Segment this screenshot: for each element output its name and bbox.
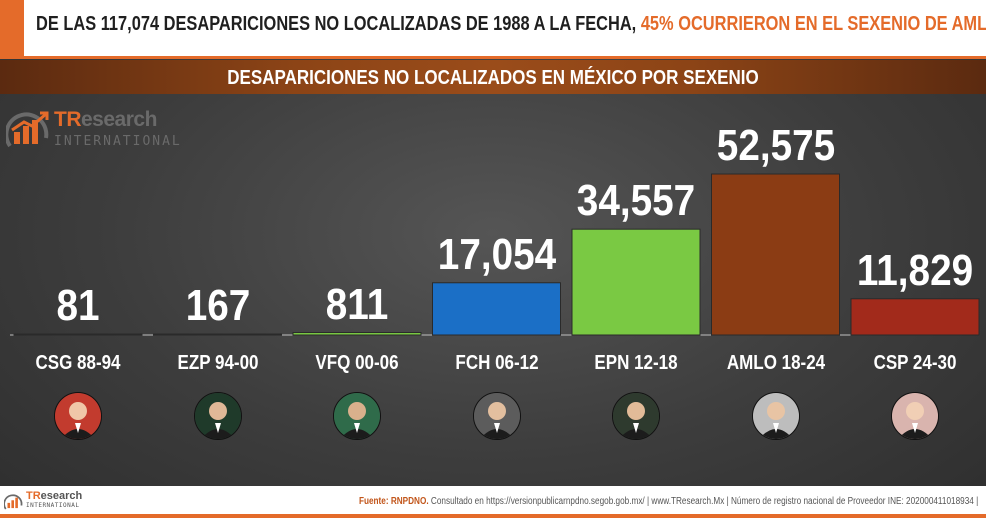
bar-csp	[850, 298, 980, 336]
portrait-amlo	[751, 392, 800, 440]
footer-divider	[0, 514, 986, 518]
portrait-fch	[472, 392, 521, 440]
footer-source: Fuente: RNPDNO. Consultado en https://ve…	[359, 496, 978, 507]
portrait-ezp	[193, 392, 242, 440]
x-tick-label: CSP 24-30	[873, 352, 957, 374]
portrait-icon	[473, 393, 520, 439]
bar-fch	[432, 282, 561, 336]
brand-name: TResearch	[54, 108, 157, 132]
brand-name-tr: TR	[54, 108, 82, 131]
x-tick-label: FCH 06-12	[454, 352, 539, 374]
portrait-icon	[613, 393, 659, 439]
headline: DE LAS 117,074 DESAPARICIONES NO LOCALIZ…	[36, 13, 986, 36]
chart-title: DESAPARICIONES NO LOCALIZADOS EN MÉXICO …	[227, 67, 759, 89]
portrait-icon	[334, 393, 380, 439]
bar-epn	[571, 228, 701, 336]
footer-brand-name-tr: TR	[26, 490, 41, 502]
portrait-csg	[54, 392, 102, 440]
data-label: 34,557	[576, 176, 696, 226]
bar-ezp	[153, 333, 282, 336]
headline-text: DE LAS 117,074 DESAPARICIONES NO LOCALIZ…	[36, 13, 637, 35]
footer-bar	[0, 486, 986, 518]
bars-group	[13, 173, 980, 336]
footer-logo: TResearch INTERNATIONAL	[4, 490, 94, 514]
brand-mark-icon	[6, 111, 49, 148]
data-label: 17,054	[437, 229, 556, 279]
portrait-icon	[752, 393, 799, 439]
data-label: 81	[56, 281, 100, 330]
x-tick-label: EZP 94-00	[177, 352, 258, 374]
chart-title-bar: DESAPARICIONES NO LOCALIZADOS EN MÉXICO …	[0, 60, 986, 94]
portrait-csp	[891, 392, 939, 440]
x-tick-label: CSG 88-94	[35, 352, 121, 374]
x-tick-label: AMLO 18-24	[726, 352, 825, 374]
x-tick-label: EPN 12-18	[594, 352, 678, 374]
bar-vfq	[292, 332, 422, 336]
data-label: 811	[325, 279, 389, 329]
data-label: 11,829	[856, 245, 974, 295]
x-tick-label: VFQ 00-06	[315, 352, 399, 374]
portrait-icon	[194, 393, 241, 439]
bar-csg	[13, 333, 143, 336]
footer-brand-mark-icon	[4, 494, 23, 510]
headline-divider	[0, 56, 986, 59]
footer-brand-name: TResearch	[26, 490, 82, 502]
bar-amlo	[711, 173, 840, 336]
data-label: 167	[185, 281, 250, 330]
brand-logo: TResearch INTERNATIONAL	[6, 108, 180, 156]
portrait-icon	[892, 393, 938, 439]
brand-subtitle: INTERNATIONAL	[54, 134, 182, 149]
footer-brand-name-rest: esearch	[40, 490, 83, 502]
portrait-epn	[612, 392, 660, 440]
headline-accent-block	[0, 0, 24, 56]
portrait-vfq	[333, 392, 381, 440]
headline-accent-text: 45% OCURRIERON EN EL SEXENIO DE AMLO.	[640, 13, 986, 35]
data-label: 52,575	[716, 121, 835, 170]
portrait-icon	[55, 393, 101, 439]
footer-source-label: Fuente: RNPDNO.	[358, 496, 429, 507]
brand-name-rest: esearch	[81, 108, 157, 131]
headline-bar	[0, 0, 986, 56]
footer-brand-subtitle: INTERNATIONAL	[26, 502, 80, 509]
footer-source-text: Consultado en https://versionpublicarnpd…	[430, 496, 978, 507]
